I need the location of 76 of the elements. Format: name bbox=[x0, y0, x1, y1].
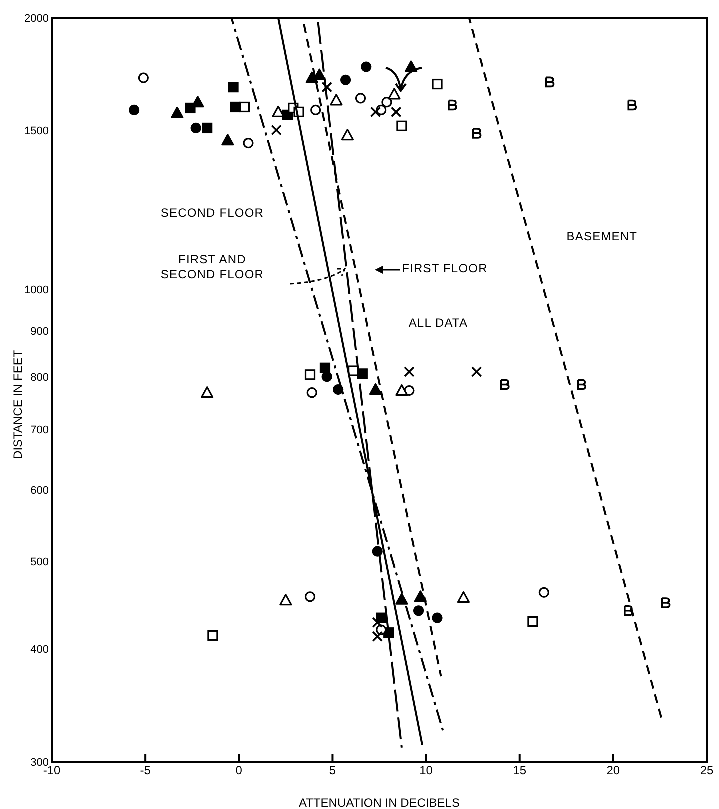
point bbox=[333, 384, 344, 396]
annotation: ALL DATA bbox=[408, 316, 468, 330]
y-tick-label: 900 bbox=[30, 326, 49, 338]
point bbox=[222, 134, 234, 146]
point bbox=[472, 128, 482, 139]
point bbox=[382, 97, 392, 108]
point bbox=[320, 362, 331, 374]
y-tick-label: 300 bbox=[30, 756, 49, 769]
x-tick-label: -5 bbox=[140, 764, 152, 778]
x-axis-title: ATTENUATION IN DECIBELS bbox=[299, 796, 460, 809]
point bbox=[396, 384, 408, 396]
point bbox=[230, 102, 241, 113]
point bbox=[243, 138, 254, 149]
point bbox=[432, 612, 443, 624]
point bbox=[171, 106, 184, 118]
point bbox=[528, 616, 538, 628]
point bbox=[201, 386, 214, 398]
point bbox=[404, 366, 415, 378]
point bbox=[471, 366, 482, 378]
annotation: FIRST AND SECOND FLOOR bbox=[160, 252, 264, 282]
point bbox=[310, 104, 322, 116]
annotation: SECOND FLOOR bbox=[160, 206, 264, 220]
point bbox=[355, 93, 366, 104]
x-tick-label: 15 bbox=[513, 764, 527, 778]
y-tick-label: 500 bbox=[30, 556, 49, 569]
point bbox=[330, 94, 343, 106]
point bbox=[414, 606, 424, 616]
point bbox=[129, 104, 140, 116]
point bbox=[369, 383, 382, 396]
point bbox=[624, 606, 634, 616]
x-tick-label: 25 bbox=[700, 764, 714, 778]
point bbox=[202, 122, 213, 134]
point bbox=[577, 379, 587, 390]
point bbox=[370, 106, 382, 118]
point bbox=[457, 591, 470, 604]
point bbox=[228, 82, 239, 93]
point bbox=[396, 120, 408, 132]
x-tick-label: 20 bbox=[606, 764, 620, 778]
point bbox=[448, 100, 458, 111]
point bbox=[500, 379, 510, 390]
point bbox=[190, 122, 202, 134]
point bbox=[361, 62, 372, 72]
point bbox=[538, 587, 550, 598]
point bbox=[432, 78, 443, 90]
point bbox=[341, 128, 354, 141]
y-tick-label: 400 bbox=[30, 644, 49, 656]
point bbox=[322, 82, 332, 93]
point bbox=[372, 631, 384, 642]
point bbox=[372, 617, 384, 628]
point bbox=[208, 630, 218, 641]
point bbox=[628, 100, 638, 111]
y-axis-title: DISTANCE IN FEET bbox=[11, 350, 25, 460]
point bbox=[304, 592, 316, 602]
point bbox=[280, 594, 292, 606]
point bbox=[545, 76, 555, 88]
point bbox=[239, 102, 250, 113]
point bbox=[388, 88, 401, 100]
point bbox=[306, 388, 318, 398]
annotation: BASEMENT bbox=[566, 230, 638, 244]
point bbox=[340, 74, 352, 86]
y-tick-label: 800 bbox=[30, 372, 49, 384]
y-tick-label: 2000 bbox=[24, 12, 49, 25]
x-tick-label: 5 bbox=[329, 764, 336, 778]
x-tick-label: 0 bbox=[236, 764, 243, 778]
point bbox=[396, 593, 408, 605]
y-tick-label: 1000 bbox=[24, 284, 49, 297]
point bbox=[390, 106, 402, 118]
point bbox=[271, 124, 282, 136]
y-tick-label: 600 bbox=[30, 485, 49, 498]
point bbox=[138, 72, 149, 84]
y-tick-label: 1500 bbox=[24, 126, 49, 138]
point bbox=[661, 598, 671, 608]
point bbox=[304, 370, 316, 380]
x-tick-label: 10 bbox=[420, 764, 434, 778]
annotation: FIRST FLOOR bbox=[402, 262, 488, 276]
y-tick-label: 700 bbox=[30, 424, 49, 437]
